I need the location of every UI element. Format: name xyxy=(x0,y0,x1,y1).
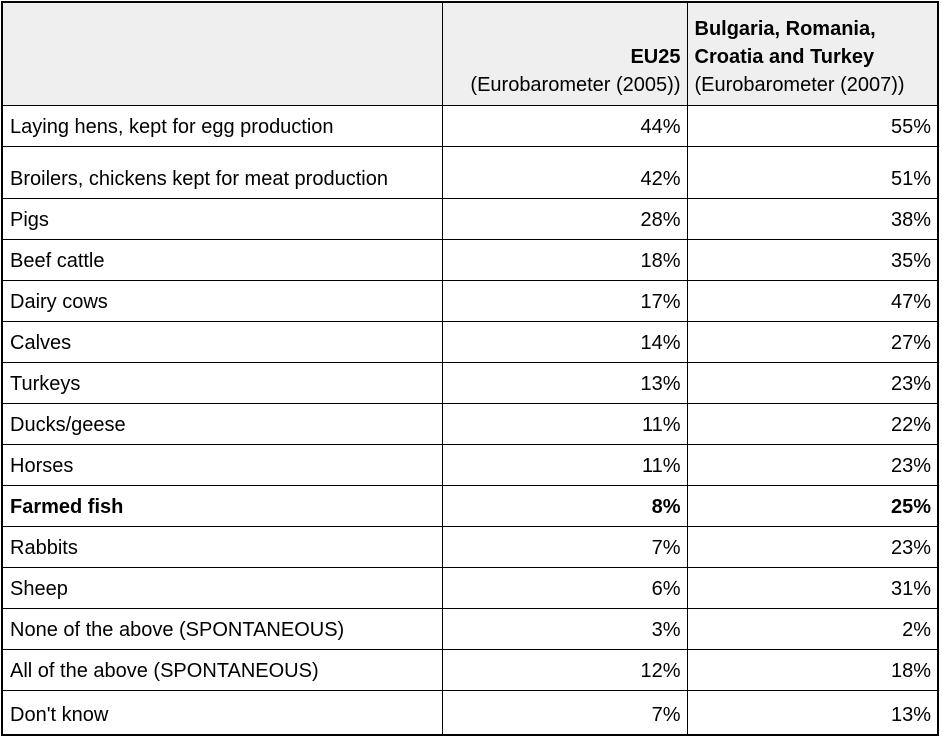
table-header: EU25 (Eurobarometer (2005)) Bulgaria, Ro… xyxy=(1,1,939,106)
eu25-value-cell: 18% xyxy=(441,238,688,281)
brct-value-cell: 23% xyxy=(686,443,939,486)
row-label-cell: Turkeys xyxy=(1,361,443,404)
brct-value-cell: 23% xyxy=(686,525,939,568)
table-row: None of the above (SPONTANEOUS) 3% 2% xyxy=(1,607,939,650)
table-row: Pigs 28% 38% xyxy=(1,197,939,240)
brct-value-cell: 25% xyxy=(686,484,939,527)
brct-value-cell: 2% xyxy=(686,607,939,650)
eu25-value-cell: 11% xyxy=(441,402,688,445)
row-label-cell: Rabbits xyxy=(1,525,443,568)
row-label-cell: Laying hens, kept for egg production xyxy=(1,104,443,147)
brct-value-cell: 31% xyxy=(686,566,939,609)
eu25-value-cell: 11% xyxy=(441,443,688,486)
eu25-value-cell: 6% xyxy=(441,566,688,609)
row-label-cell: All of the above (SPONTANEOUS) xyxy=(1,648,443,691)
table-row: Turkeys 13% 23% xyxy=(1,361,939,404)
row-label-cell: Dairy cows xyxy=(1,279,443,322)
brct-value-cell: 22% xyxy=(686,402,939,445)
table-row: Calves 14% 27% xyxy=(1,320,939,363)
row-label-cell: Ducks/geese xyxy=(1,402,443,445)
row-label-cell: Broilers, chickens kept for meat product… xyxy=(1,145,443,199)
eu25-value-cell: 44% xyxy=(441,104,688,147)
table-row: Rabbits 7% 23% xyxy=(1,525,939,568)
eu25-value-cell: 7% xyxy=(441,525,688,568)
table-row: Don't know 7% 13% xyxy=(1,689,939,736)
table-row: Sheep 6% 31% xyxy=(1,566,939,609)
eu25-value-cell: 8% xyxy=(441,484,688,527)
column-header-empty xyxy=(1,1,443,106)
brct-value-cell: 51% xyxy=(686,145,939,199)
eu25-value-cell: 13% xyxy=(441,361,688,404)
column-header-eu25: EU25 (Eurobarometer (2005)) xyxy=(441,1,688,106)
eu25-value-cell: 12% xyxy=(441,648,688,691)
brct-value-cell: 35% xyxy=(686,238,939,281)
brct-value-cell: 13% xyxy=(686,689,939,736)
brct-value-cell: 23% xyxy=(686,361,939,404)
table-row: All of the above (SPONTANEOUS) 12% 18% xyxy=(1,648,939,691)
table-row: Laying hens, kept for egg production 44%… xyxy=(1,104,939,147)
table-row: Horses 11% 23% xyxy=(1,443,939,486)
table-row: Broilers, chickens kept for meat product… xyxy=(1,145,939,199)
table-row: Farmed fish 8% 25% xyxy=(1,484,939,527)
eu25-value-cell: 3% xyxy=(441,607,688,650)
row-label-cell: Sheep xyxy=(1,566,443,609)
brct-value-cell: 47% xyxy=(686,279,939,322)
eu25-value-cell: 42% xyxy=(441,145,688,199)
eu25-value-cell: 28% xyxy=(441,197,688,240)
row-label-cell: Pigs xyxy=(1,197,443,240)
column-header-eu25-subtitle: (Eurobarometer (2005)) xyxy=(470,73,681,96)
row-label-cell: Horses xyxy=(1,443,443,486)
row-label-cell: Farmed fish xyxy=(1,484,443,527)
column-header-brct-subtitle: (Eurobarometer (2007)) xyxy=(694,73,905,96)
table-row: Ducks/geese 11% 22% xyxy=(1,402,939,445)
eu25-value-cell: 14% xyxy=(441,320,688,363)
column-header-brct: Bulgaria, Romania, Croatia and Turkey (E… xyxy=(686,1,939,106)
eu25-value-cell: 7% xyxy=(441,689,688,736)
column-header-eu25-title: EU25 xyxy=(630,45,681,68)
brct-value-cell: 38% xyxy=(686,197,939,240)
table-row: Dairy cows 17% 47% xyxy=(1,279,939,322)
row-label-cell: None of the above (SPONTANEOUS) xyxy=(1,607,443,650)
brct-value-cell: 18% xyxy=(686,648,939,691)
eu25-value-cell: 17% xyxy=(441,279,688,322)
row-label-cell: Beef cattle xyxy=(1,238,443,281)
table-body: Laying hens, kept for egg production 44%… xyxy=(1,104,939,736)
row-label-cell: Calves xyxy=(1,320,443,363)
header-row: EU25 (Eurobarometer (2005)) Bulgaria, Ro… xyxy=(1,1,939,106)
brct-value-cell: 55% xyxy=(686,104,939,147)
table-row: Beef cattle 18% 35% xyxy=(1,238,939,281)
brct-value-cell: 27% xyxy=(686,320,939,363)
column-header-brct-title: Bulgaria, Romania, Croatia and Turkey xyxy=(694,17,876,68)
row-label-cell: Don't know xyxy=(1,689,443,736)
